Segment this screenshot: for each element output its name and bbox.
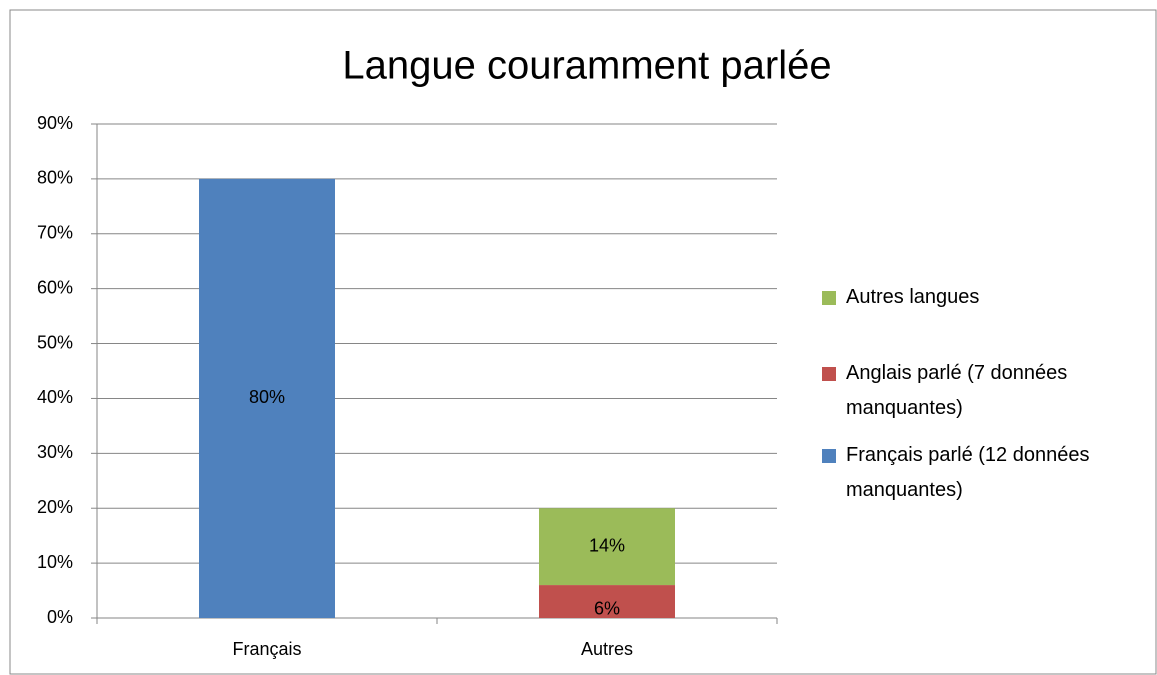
y-tick-label: 20% [37,497,73,517]
y-tick-label: 10% [37,552,73,572]
legend-swatch [822,291,836,305]
data-label: 6% [594,598,620,618]
data-label: 80% [249,387,285,407]
legend-item: Français parlé (12 données manquantes) [822,438,1132,508]
legend-label: Français parlé (12 données manquantes) [846,444,1090,501]
y-tick-label: 50% [37,332,73,352]
legend-label: Autres langues [846,286,980,308]
y-tick-label: 60% [37,277,73,297]
data-label: 14% [589,535,625,555]
y-tick-label: 80% [37,168,73,188]
bar-segment [539,585,675,618]
chart-title: Langue couramment parlée [342,44,831,88]
x-tick-label: Français [232,639,301,659]
y-tick-label: 90% [37,113,73,133]
legend-item: Anglais parlé (7 données manquantes) [822,356,1132,426]
legend-swatch [822,367,836,381]
bar-segment [539,508,675,586]
y-tick-label: 70% [37,223,73,243]
legend-item: Autres langues [822,280,1132,315]
legend-label: Anglais parlé (7 données manquantes) [846,362,1068,419]
y-tick-label: 0% [47,607,73,627]
bar-segment [199,178,335,618]
y-tick-label: 30% [37,442,73,462]
y-tick-label: 40% [37,387,73,407]
legend-swatch [822,449,836,463]
x-tick-label: Autres [581,639,633,659]
